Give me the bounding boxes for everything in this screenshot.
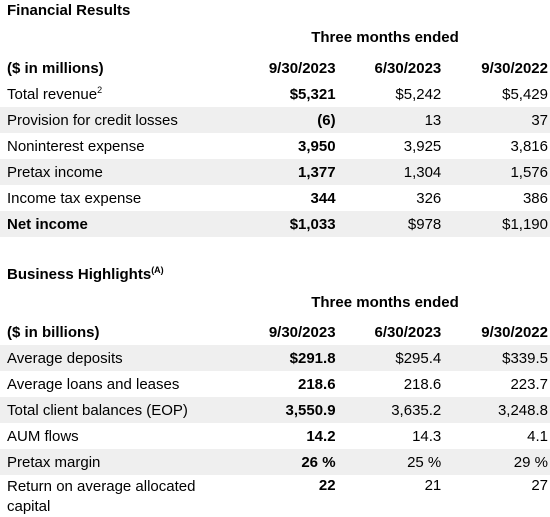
table-row: Average deposits $291.8 $295.4 $339.5 [0, 345, 550, 371]
row-label: Return on average allocated capital [7, 478, 196, 515]
row-label: Average loans and leases [7, 375, 180, 393]
table-row: Total revenue2 $5,321 $5,242 $5,429 [0, 81, 550, 107]
row-label: Noninterest expense [7, 137, 145, 155]
cell-value: 25 % [335, 449, 442, 475]
table-row-total: Net income $1,033 $978 $1,190 [0, 211, 550, 237]
cell-value: 4.1 [527, 427, 548, 445]
table-row: Provision for credit losses (6) 13 37 [0, 107, 550, 133]
cell-value: 3,248.8 [441, 397, 550, 423]
cell-value: 29 % [441, 449, 550, 475]
cell-value: 218.6 [298, 375, 336, 393]
cell-value: 3,950 [298, 137, 336, 155]
table-row: Noninterest expense 3,950 3,925 3,816 [0, 133, 550, 159]
row-label: Pretax income [0, 159, 236, 185]
cell-value: 1,304 [335, 159, 442, 185]
cell-value: 3,635.2 [335, 397, 442, 423]
financial-results-title: Financial Results [7, 2, 130, 19]
cell-value: 344 [310, 189, 336, 207]
table-row: Return on average allocated capital 22 2… [0, 475, 550, 517]
financial-results-title-text: Financial Results [7, 2, 131, 19]
row-label: Average deposits [0, 345, 236, 371]
table-header-row: ($ in billions) 9/30/2023 6/30/2023 9/30… [0, 319, 550, 345]
footnote-marker: (A) [151, 265, 164, 275]
column-header: 9/30/2022 [481, 59, 548, 77]
table-row: Total client balances (EOP) 3,550.9 3,63… [0, 397, 550, 423]
cell-value: 1,576 [441, 159, 550, 185]
row-label: Total revenue2 [7, 84, 103, 103]
cell-value: $978 [335, 211, 442, 237]
cell-value: 21 [424, 477, 442, 494]
row-label: Income tax expense [7, 189, 142, 207]
cell-value: $5,242 [395, 85, 442, 103]
cell-value: $1,033 [235, 211, 336, 237]
cell-value: $5,321 [289, 85, 336, 103]
cell-value: 14.3 [412, 427, 442, 445]
financial-period-header: Three months ended [311, 29, 459, 46]
column-header: 9/30/2023 [268, 323, 336, 341]
business-period-header: Three months ended [311, 294, 459, 311]
column-header: 6/30/2023 [374, 323, 442, 341]
cell-value: 223.7 [510, 375, 548, 393]
cell-value: 3,816 [510, 137, 548, 155]
table-row: Pretax income 1,377 1,304 1,576 [0, 159, 550, 185]
cell-value: 14.2 [306, 427, 336, 445]
cell-value: 3,550.9 [235, 397, 336, 423]
cell-value: 37 [441, 107, 550, 133]
row-label: Provision for credit losses [0, 107, 236, 133]
cell-value: 26 % [235, 449, 336, 475]
business-highlights-table: ($ in billions) 9/30/2023 6/30/2023 9/30… [0, 319, 550, 517]
cell-value: (6) [235, 107, 336, 133]
cell-value: $339.5 [441, 345, 550, 371]
unit-label: ($ in millions) [7, 59, 104, 77]
cell-value: 22 [318, 477, 336, 494]
column-header: 6/30/2023 [374, 59, 442, 77]
financial-results-table: ($ in millions) 9/30/2023 6/30/2023 9/30… [0, 55, 550, 237]
cell-value: $5,429 [502, 85, 548, 103]
row-label: Total client balances (EOP) [0, 397, 236, 423]
cell-value: 1,377 [235, 159, 336, 185]
cell-value: 3,925 [403, 137, 442, 155]
row-label: Net income [0, 211, 236, 237]
table-row: Income tax expense 344 326 386 [0, 185, 550, 211]
table-row: Pretax margin 26 % 25 % 29 % [0, 449, 550, 475]
cell-value: 326 [416, 189, 442, 207]
table-row: Average loans and leases 218.6 218.6 223… [0, 371, 550, 397]
column-header: 9/30/2022 [481, 323, 548, 341]
column-header: 9/30/2023 [268, 59, 336, 77]
unit-label: ($ in billions) [7, 323, 100, 341]
footnote-marker: 2 [97, 84, 103, 95]
table-header-row: ($ in millions) 9/30/2023 6/30/2023 9/30… [0, 55, 550, 81]
business-highlights-title: Business Highlights(A) [7, 265, 164, 284]
table-row: AUM flows 14.2 14.3 4.1 [0, 423, 550, 449]
row-label: AUM flows [7, 427, 79, 445]
cell-value: $295.4 [335, 345, 442, 371]
row-label: Pretax margin [0, 449, 236, 475]
cell-value: 386 [522, 189, 548, 207]
cell-value: 218.6 [403, 375, 442, 393]
cell-value: $291.8 [235, 345, 336, 371]
cell-value: 13 [335, 107, 442, 133]
business-highlights-title-text: Business Highlights [7, 266, 152, 283]
cell-value: 27 [531, 477, 548, 494]
cell-value: $1,190 [441, 211, 550, 237]
